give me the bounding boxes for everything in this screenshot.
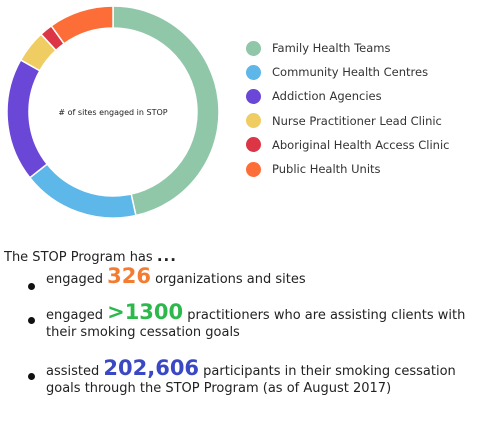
summary-list: engaged 326 organizations and sites enga… bbox=[28, 266, 473, 397]
donut-slice-community-health-centres bbox=[28, 163, 137, 219]
donut-slice-addiction-agencies bbox=[6, 58, 49, 179]
legend-item-public-health-units: Public Health Units bbox=[246, 157, 449, 181]
summary-item-prefix: engaged bbox=[46, 308, 108, 323]
summary-intro: The STOP Program has ... bbox=[4, 247, 177, 265]
stat-number-participants: 202,606 bbox=[103, 356, 200, 380]
legend-swatch bbox=[246, 113, 261, 129]
bullet-dot-icon bbox=[28, 373, 35, 380]
stat-number-organizations: 326 bbox=[107, 264, 151, 288]
legend-item-nurse-practitioner-lead-clinic: Nurse Practitioner Lead Clinic bbox=[246, 109, 449, 133]
legend-label: Family Health Teams bbox=[272, 41, 391, 56]
legend-item-community-health-centres: Community Health Centres bbox=[246, 60, 449, 84]
summary-item-suffix: participants in their smoking cessation … bbox=[46, 364, 456, 396]
stat-number-practitioners: >1300 bbox=[107, 300, 184, 324]
legend-swatch bbox=[246, 161, 261, 177]
legend-swatch bbox=[246, 88, 261, 104]
legend-item-aboriginal-health-access-clinic: Aboriginal Health Access Clinic bbox=[246, 133, 449, 157]
legend-swatch bbox=[246, 64, 261, 80]
donut-chart bbox=[6, 5, 220, 219]
legend-swatch bbox=[246, 137, 261, 153]
summary-item-practitioners: engaged >1300 practitioners who are assi… bbox=[28, 302, 473, 341]
legend-item-addiction-agencies: Addiction Agencies bbox=[246, 84, 449, 108]
legend-item-family-health-teams: Family Health Teams bbox=[246, 36, 449, 60]
donut-center-label: # of sites engaged in STOP bbox=[58, 108, 168, 117]
summary-item-participants: assisted 202,606 participants in their s… bbox=[28, 358, 473, 397]
bullet-dot-icon bbox=[28, 317, 35, 324]
legend-label: Nurse Practitioner Lead Clinic bbox=[272, 113, 442, 128]
summary-item-organizations: engaged 326 organizations and sites bbox=[28, 266, 473, 290]
summary-item-suffix: organizations and sites bbox=[150, 272, 306, 287]
donut-slice-public-health-units bbox=[50, 5, 114, 45]
summary-intro-ellipsis: ... bbox=[156, 247, 177, 265]
summary-item-prefix: engaged bbox=[46, 272, 108, 287]
legend-label: Public Health Units bbox=[272, 162, 381, 177]
legend-label: Addiction Agencies bbox=[272, 89, 382, 104]
legend-swatch bbox=[246, 40, 261, 56]
legend-label: Community Health Centres bbox=[272, 65, 429, 80]
chart-legend: Family Health Teams Community Health Cen… bbox=[246, 36, 449, 181]
summary-item-prefix: assisted bbox=[46, 364, 104, 379]
summary-item-suffix: practitioners who are assisting clients … bbox=[46, 308, 466, 340]
legend-label: Aboriginal Health Access Clinic bbox=[272, 137, 450, 152]
bullet-dot-icon bbox=[28, 283, 35, 290]
summary-intro-text: The STOP Program has bbox=[4, 250, 153, 265]
